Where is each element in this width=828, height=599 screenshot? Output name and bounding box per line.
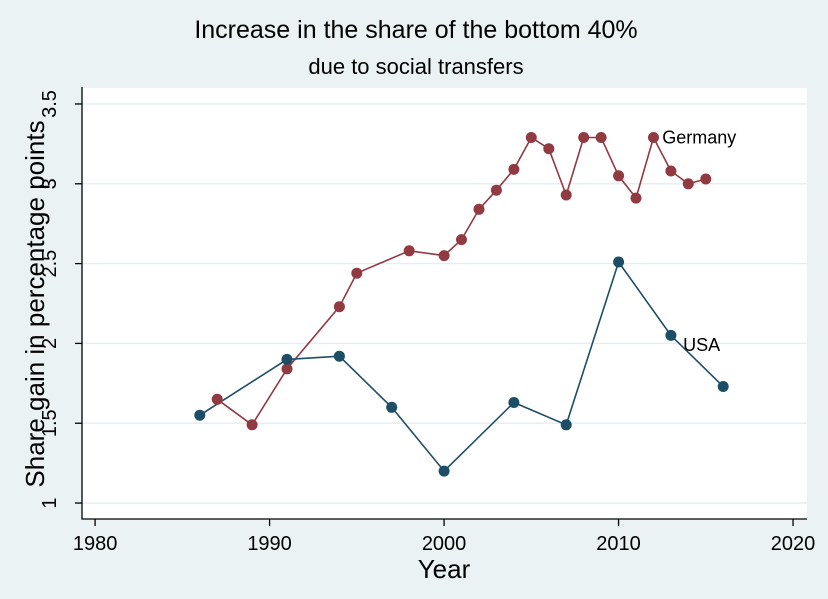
y-tick-label: 1.5 xyxy=(39,409,61,437)
x-tick-label: 1990 xyxy=(247,533,292,555)
germany-marker xyxy=(595,132,607,143)
x-axis-tick-labels: 1980 1990 2000 2010 2020 xyxy=(73,533,815,555)
usa-marker xyxy=(281,353,293,365)
chart-title: Increase in the share of the bottom 40% xyxy=(194,16,637,44)
y-tick-label: 2.5 xyxy=(39,250,61,278)
x-axis-title: Year xyxy=(418,554,471,584)
germany-marker xyxy=(333,301,345,313)
x-tick-label: 1980 xyxy=(73,533,118,555)
germany-marker xyxy=(403,245,415,257)
x-tick-label: 2000 xyxy=(422,533,467,555)
usa-line xyxy=(199,260,724,473)
y-tick-label: 1 xyxy=(39,497,61,508)
y-axis-ticks xyxy=(75,103,82,504)
germany-marker xyxy=(508,163,520,175)
series-label-usa: USA xyxy=(683,335,720,355)
x-axis-ticks xyxy=(94,519,794,526)
germany-marker xyxy=(456,234,467,246)
germany-marker xyxy=(560,189,572,201)
plot-background xyxy=(82,88,807,519)
usa-marker xyxy=(333,350,345,362)
series-markers xyxy=(194,132,729,477)
germany-marker xyxy=(578,132,590,143)
germany-marker xyxy=(351,267,363,279)
y-tick-label: 2 xyxy=(39,338,61,349)
germany-line xyxy=(216,135,707,426)
germany-marker xyxy=(613,170,625,182)
series-labels: Germany USA xyxy=(662,128,736,356)
germany-marker xyxy=(281,363,293,375)
y-tick-label: 3 xyxy=(39,178,61,189)
usa-marker xyxy=(194,409,206,421)
germany-marker xyxy=(525,132,537,143)
usa-marker xyxy=(665,329,677,341)
germany-marker xyxy=(473,203,485,215)
chart-subtitle: due to social transfers xyxy=(308,54,523,79)
y-axis-tick-labels: 1 1.5 2 2.5 3 3.5 xyxy=(39,90,61,509)
usa-marker xyxy=(508,397,520,408)
germany-marker xyxy=(246,419,258,431)
germany-marker xyxy=(630,192,642,204)
usa-marker xyxy=(438,465,450,477)
series-label-germany: Germany xyxy=(662,128,736,148)
germany-marker xyxy=(700,173,712,185)
usa-marker xyxy=(613,256,625,268)
y-axis-title: Share gain in percentage points xyxy=(20,120,50,487)
germany-marker xyxy=(648,132,659,143)
series-lines xyxy=(199,135,724,473)
germany-marker xyxy=(211,393,223,405)
x-tick-label: 2010 xyxy=(596,533,641,555)
x-tick-label: 2020 xyxy=(771,533,816,555)
germany-marker xyxy=(665,165,677,177)
germany-marker xyxy=(682,178,694,190)
usa-marker xyxy=(560,419,572,431)
gridlines xyxy=(82,103,807,504)
usa-marker xyxy=(386,401,398,413)
germany-marker xyxy=(543,143,555,155)
usa-marker xyxy=(717,381,729,392)
germany-marker xyxy=(490,184,502,196)
y-tick-label: 3.5 xyxy=(39,90,61,118)
germany-marker xyxy=(438,250,450,262)
